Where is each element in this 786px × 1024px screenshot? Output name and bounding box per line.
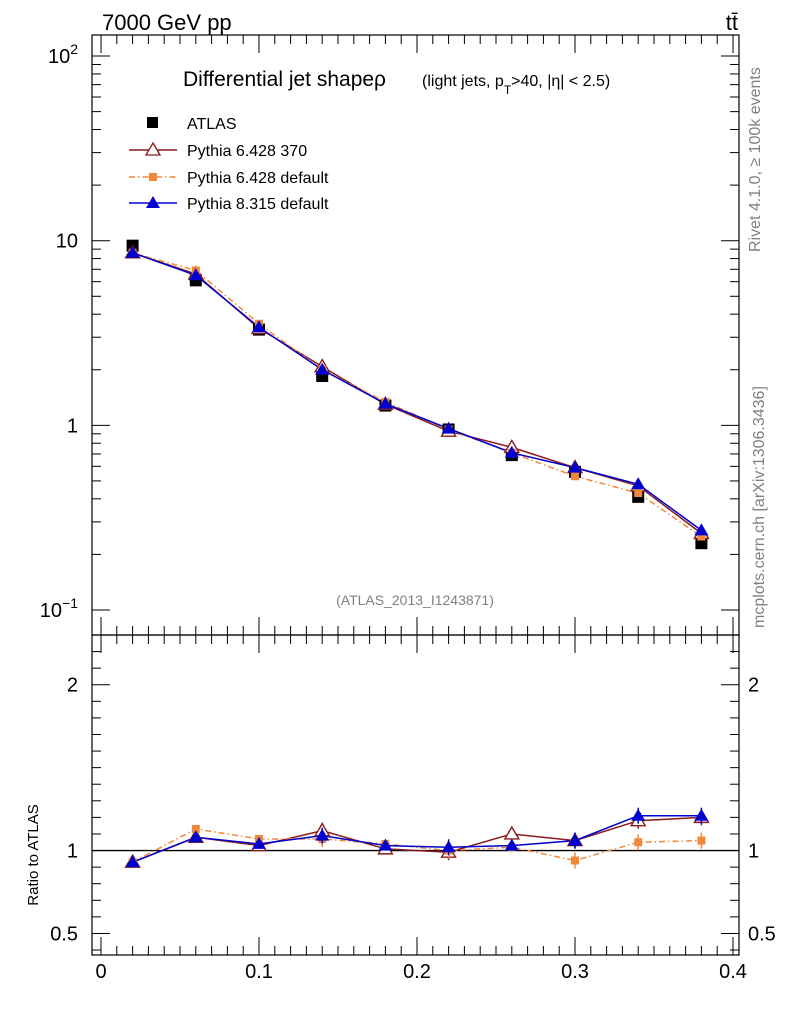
mcplots-label: mcplots.cern.ch [arXiv:1306.3436] xyxy=(751,386,768,628)
ratio-line-1 xyxy=(132,816,702,863)
chart-title: Differential jet shapeρ xyxy=(183,68,386,91)
x-tick-label: 0 xyxy=(95,961,106,983)
x-tick-label: 0.1 xyxy=(245,961,273,983)
series-3-point xyxy=(378,396,393,409)
header-left: 7000 GeV pp xyxy=(102,10,232,35)
series-3-point xyxy=(125,245,140,258)
ratio-series-3-point xyxy=(504,838,519,851)
ratio-series-2-point xyxy=(571,856,579,865)
series-line-1 xyxy=(132,252,702,534)
ratio-series-3-point xyxy=(252,836,266,849)
y-tick-label: 1 xyxy=(67,415,78,437)
y-tick-label: 10 xyxy=(56,231,78,253)
ratio-series-2-point xyxy=(697,836,706,845)
series-3-point xyxy=(315,362,330,375)
x-tick-label: 0.2 xyxy=(403,961,431,983)
x-tick-label: 0.3 xyxy=(561,961,589,983)
ratio-ylabel: Ratio to ATLAS xyxy=(25,804,42,905)
legend-series-2-label: Pythia 6.428 default xyxy=(187,170,329,187)
ratio-series-1-point xyxy=(503,825,521,840)
ratio-y-tick-label-right: 1 xyxy=(748,841,759,863)
series-2-point xyxy=(697,532,706,541)
series-line-3 xyxy=(132,252,702,531)
ratio-series-3-point xyxy=(378,838,393,851)
legend-series-1-label: Pythia 6.428 370 xyxy=(187,143,307,160)
x-tick-label: 0.4 xyxy=(719,961,747,983)
ratio-series-3-point xyxy=(315,828,330,841)
ratio-series-3-point xyxy=(631,808,646,821)
legend-atlas-label: ATLAS xyxy=(187,116,237,133)
series-3-point xyxy=(631,477,646,490)
ratio-y-tick-label-right: 2 xyxy=(748,675,759,697)
legend-series-3-label: Pythia 8.315 default xyxy=(187,196,329,213)
analysis-watermark: (ATLAS_2013_I1243871) xyxy=(336,592,494,608)
series-3-point xyxy=(441,421,456,434)
y-tick-label: 102 xyxy=(48,41,78,68)
series-3-point xyxy=(568,460,582,473)
series-3-point xyxy=(694,523,709,536)
ratio-series-3-point xyxy=(125,855,140,868)
legend: ATLAS Pythia 6.428 370 Pythia 6.428 defa… xyxy=(129,116,329,213)
y-tick-label: 10−1 xyxy=(40,595,78,622)
legend-series-3-marker xyxy=(146,196,160,208)
ratio-plot-area xyxy=(92,807,739,869)
ratio-series-2-point xyxy=(191,824,200,833)
legend-series-1-marker xyxy=(144,141,162,156)
axis-ticks: 0 0.1 0.2 0.3 0.4 102 10 1 10−1 2 2 1 1 0.5 0.5 xyxy=(40,35,776,983)
series-line-2 xyxy=(132,252,702,538)
header-right: tt̄ xyxy=(726,10,738,35)
chart-subtitle: (light jets, pT>40, |η| < 2.5) xyxy=(422,73,610,97)
series-2-point xyxy=(634,489,643,498)
series-3-point xyxy=(504,445,519,458)
ratio-y-tick-label: 2 xyxy=(67,675,78,697)
series-2-point xyxy=(571,472,579,481)
ratio-line-2 xyxy=(132,828,702,863)
legend-series-2-marker xyxy=(149,173,157,181)
ratio-series-3-point xyxy=(188,830,203,843)
ratio-series-3-point xyxy=(694,808,709,821)
legend-atlas-marker xyxy=(147,117,158,128)
ratio-y-tick-label: 1 xyxy=(67,841,78,863)
ratio-series-3-point xyxy=(441,840,456,853)
ratio-series-2-point xyxy=(634,838,643,847)
series-3-point xyxy=(188,268,203,281)
series-3-point xyxy=(252,320,266,333)
rivet-label: Rivet 4.1.0, ≥ 100k events xyxy=(747,67,764,252)
main-plot-area xyxy=(124,239,710,550)
ratio-line-3 xyxy=(132,814,702,863)
ratio-y-tick-label-right: 0.5 xyxy=(748,923,776,945)
ratio-series-3-point xyxy=(568,833,582,846)
ratio-frame xyxy=(91,634,740,956)
ratio-y-tick-label: 0.5 xyxy=(50,923,78,945)
